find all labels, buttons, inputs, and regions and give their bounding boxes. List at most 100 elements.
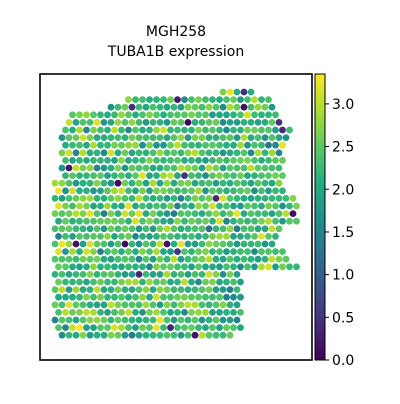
expression-spot [177,179,185,187]
expression-spot [265,96,272,103]
expression-spot [146,217,153,225]
expression-spot [118,126,125,134]
expression-spot [226,210,234,218]
expression-spot [79,119,87,126]
expression-spot [202,202,209,210]
expression-spot [251,172,258,180]
expression-spot [174,248,181,256]
expression-spot [181,263,188,271]
expression-spot [261,164,269,172]
expression-spot [195,141,202,149]
expression-spot [118,233,125,240]
expression-spot [258,263,265,271]
expression-spot [100,119,108,126]
expression-spot [125,126,132,134]
expression-spot [132,202,139,210]
expression-spot [58,316,66,324]
expression-spot [146,172,153,180]
expression-spot [230,233,237,240]
expression-spot [275,134,283,142]
expression-spot [258,172,265,180]
expression-spot [202,248,209,256]
expression-spot [76,157,83,164]
expression-spot [237,172,244,180]
expression-spot [240,225,248,233]
expression-spot [128,210,136,218]
expression-spot [128,331,136,339]
expression-spot [265,126,272,134]
expression-spot [65,331,73,339]
expression-spot [90,141,97,149]
expression-spot [79,331,87,339]
expression-spot [198,134,206,142]
expression-spot [90,309,97,316]
expression-spot [100,195,108,202]
expression-spot [135,316,143,324]
expression-spot [128,255,136,263]
expression-spot [282,195,290,202]
expression-spot [170,225,178,233]
expression-spot [205,240,213,248]
expression-spot [76,263,83,271]
expression-spot [156,164,164,172]
expression-spot [230,126,237,134]
expression-spot [69,126,76,134]
expression-spot [132,172,139,180]
expression-spot [181,309,188,316]
expression-spot [254,210,262,218]
expression-spot [223,187,230,195]
expression-spot [181,217,188,225]
expression-spot [240,195,248,202]
expression-spot [254,179,262,187]
expression-spot [135,164,143,172]
expression-spot [139,126,146,134]
expression-spot [104,309,111,316]
expression-spot [83,248,90,256]
expression-spot [223,217,230,225]
expression-spot [205,134,213,142]
expression-spot [121,195,129,202]
expression-spot [146,157,153,164]
expression-spot [118,157,125,164]
expression-spot [156,195,164,202]
expression-spot [184,103,192,111]
expression-spot [62,309,69,316]
expression-spot [258,202,265,210]
expression-spot [219,210,227,218]
expression-spot [114,134,122,142]
expression-spot [191,103,199,111]
expression-spot [226,301,234,309]
expression-spot [195,111,202,119]
expression-spot [58,225,66,233]
expression-spot [146,309,153,316]
expression-spot [247,164,255,172]
expression-spot [69,263,76,271]
expression-spot [184,134,192,142]
expression-spot [111,248,118,256]
expression-spot [265,233,272,240]
expression-spot [160,293,167,301]
expression-spot [226,149,234,157]
expression-spot [254,195,262,202]
expression-spot [86,331,94,339]
expression-spot [226,195,234,202]
expression-spot [181,278,188,286]
expression-spot [163,103,171,111]
expression-spot [100,271,108,278]
expression-spot [160,248,167,256]
expression-spot [83,202,90,210]
expression-spot [223,172,230,180]
expression-spot [167,248,174,256]
expression-spot [195,233,202,240]
expression-spot [195,157,202,164]
expression-spot [69,187,76,195]
expression-spot [69,233,76,240]
expression-spot [107,179,115,187]
expression-spot [202,293,209,301]
expression-spot [58,301,66,309]
expression-spot [104,141,111,149]
expression-spot [160,172,167,180]
expression-spot [100,286,108,293]
expression-spot [223,157,230,164]
